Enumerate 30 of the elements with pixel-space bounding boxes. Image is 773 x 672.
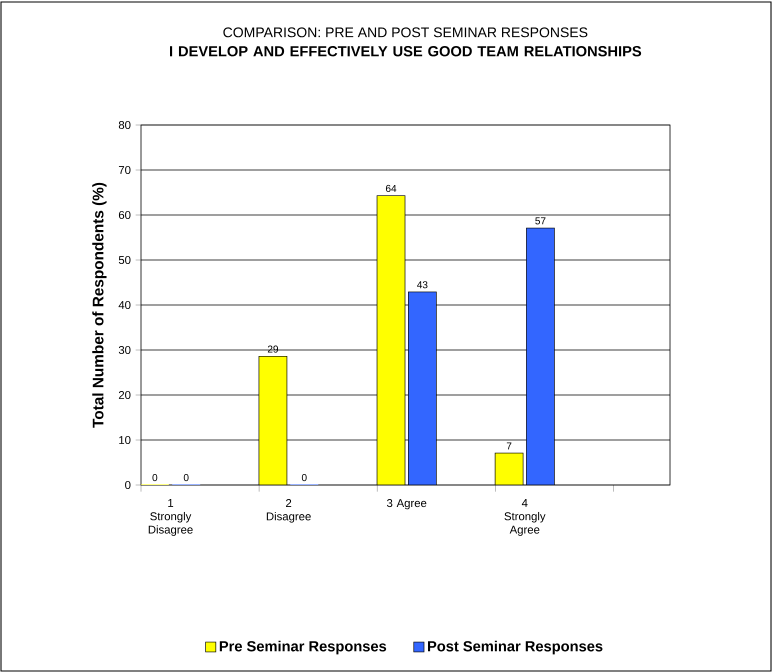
chart-title: COMPARISON: PRE AND POST SEMINAR RESPONSES [223, 27, 588, 38]
data-label: 43 [417, 281, 428, 288]
x-tick-label: 1 Strongly Disagree [148, 499, 193, 536]
data-label: 0 [152, 474, 158, 482]
x-tick-label: 2 Disagree [266, 499, 311, 523]
y-tick-label: 30 [118, 346, 131, 354]
y-tick-label: 60 [118, 211, 131, 220]
bar [258, 356, 288, 485]
data-label: 0 [302, 474, 307, 482]
chart-subtitle: I DEVELOP AND EFFECTIVELY USE GOOD TEAM RELATIONSHIPS [170, 46, 642, 56]
data-label: 64 [386, 184, 396, 192]
bar [494, 452, 524, 485]
bar [526, 228, 555, 485]
y-tick-label: 10 [119, 436, 131, 444]
data-label: 0 [184, 474, 189, 482]
x-tick-label: 3 Agree [386, 499, 426, 510]
legend-label: Post Seminar Responses [428, 640, 602, 654]
data-label: 7 [506, 442, 512, 450]
legend-label: Pre Seminar Responses [220, 640, 386, 654]
y-tick-label: 70 [118, 166, 131, 174]
bar [376, 195, 406, 485]
data-label: 57 [535, 217, 546, 224]
y-axis-title: Total Number of Respondents (%) [92, 182, 107, 428]
y-tick-label: 0 [125, 481, 131, 490]
x-tick-label: 4 Strongly Agree [504, 499, 546, 536]
bar [408, 292, 437, 485]
y-tick-label: 20 [118, 391, 131, 400]
y-tick-label: 40 [118, 301, 131, 310]
y-tick-label: 50 [118, 256, 131, 264]
y-tick-label: 80 [118, 121, 131, 130]
